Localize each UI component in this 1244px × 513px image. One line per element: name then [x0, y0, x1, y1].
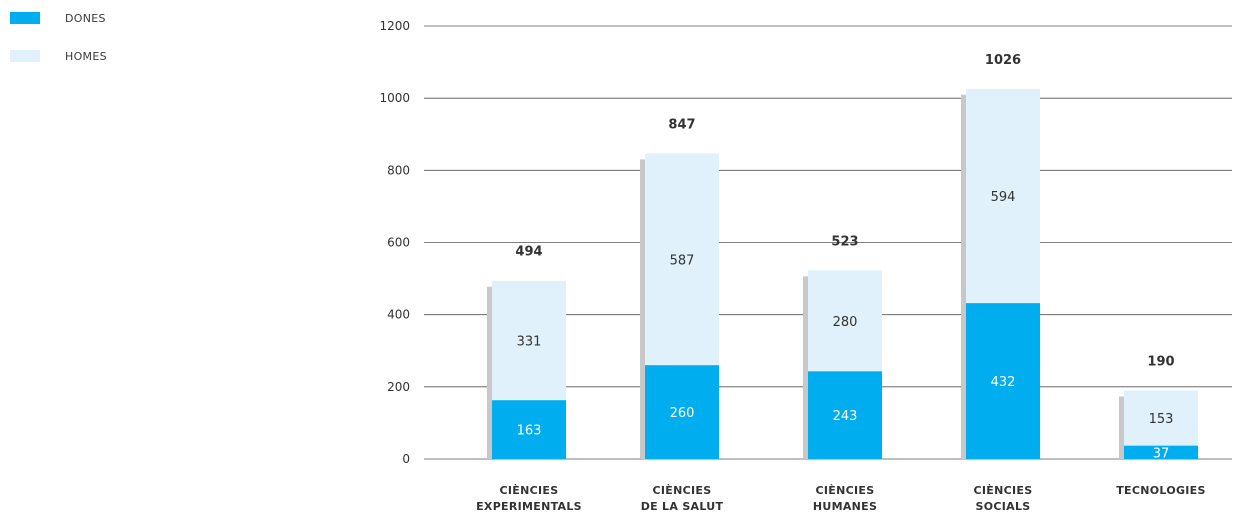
legend-item-dones: DONES	[10, 9, 107, 27]
legend-item-homes: HOMES	[10, 47, 107, 65]
bar-segment-homes	[645, 153, 719, 366]
x-category-label: DE LA SALUT	[641, 500, 724, 513]
bar-segment-homes	[492, 280, 566, 401]
x-category-label: TECNOLOGIES	[1116, 484, 1205, 497]
value-label-dones: 163	[517, 424, 542, 439]
value-label-homes: 280	[833, 315, 858, 330]
legend-label-dones: DONES	[65, 11, 106, 25]
bar-shadow	[961, 94, 966, 459]
bar-shadow	[1119, 396, 1124, 459]
y-tick-label: 800	[387, 163, 410, 177]
y-tick-label: 0	[402, 452, 410, 466]
y-tick-label: 1200	[379, 19, 410, 33]
legend-label-homes: HOMES	[65, 49, 107, 63]
value-label-dones: 243	[833, 409, 858, 424]
value-label-homes: 594	[991, 190, 1016, 205]
value-label-dones: 432	[991, 375, 1016, 390]
bar-segment-dones	[966, 303, 1040, 459]
bar-shadow	[803, 276, 808, 459]
total-label: 494	[515, 245, 542, 260]
total-label: 523	[831, 234, 858, 249]
bar-shadow	[640, 159, 645, 460]
value-label-dones: 260	[670, 406, 695, 421]
y-tick-label: 600	[387, 236, 410, 250]
y-tick-label: 400	[387, 308, 410, 322]
x-category-label: CIÈNCIES	[974, 484, 1033, 497]
value-label-homes: 331	[517, 334, 542, 349]
x-category-label: EXPERIMENTALS	[476, 500, 582, 513]
y-tick-label: 200	[387, 380, 410, 394]
total-label: 847	[668, 117, 695, 132]
value-label-homes: 153	[1149, 412, 1174, 427]
legend-swatch-homes	[10, 50, 40, 62]
chart-legend: DONES HOMES	[10, 9, 107, 85]
legend-swatch-dones	[10, 12, 40, 24]
x-category-label: SOCIALS	[976, 500, 1031, 513]
x-category-label: CIÈNCIES	[500, 484, 559, 497]
x-category-label: CIÈNCIES	[816, 484, 875, 497]
bar-segment-dones	[645, 365, 719, 459]
bar-segment-dones	[492, 400, 566, 459]
y-tick-label: 1000	[379, 91, 410, 105]
value-label-homes: 587	[670, 253, 695, 268]
bar-segment-homes	[808, 270, 882, 372]
x-category-label: HUMANES	[813, 500, 877, 513]
total-label: 190	[1147, 354, 1174, 369]
bar-segment-dones	[1124, 445, 1198, 459]
bar-shadow	[487, 286, 492, 459]
total-label: 1026	[985, 53, 1021, 68]
x-category-label: CIÈNCIES	[653, 484, 712, 497]
bar-segment-homes	[966, 88, 1040, 304]
bar-segment-homes	[1124, 390, 1198, 446]
value-label-dones: 37	[1153, 446, 1170, 461]
bar-segment-dones	[808, 371, 882, 459]
